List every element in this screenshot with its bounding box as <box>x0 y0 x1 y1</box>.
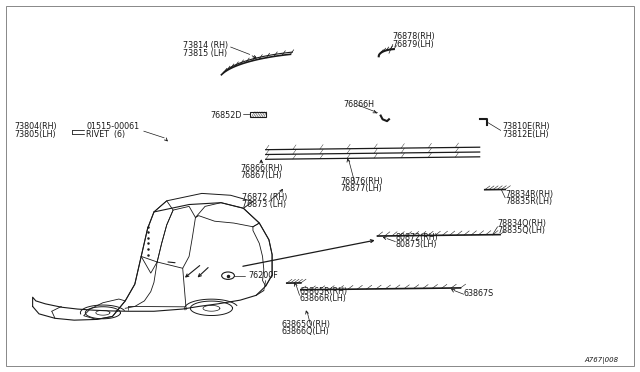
Text: 76200F: 76200F <box>248 271 278 280</box>
Text: 63865R(RH): 63865R(RH) <box>300 287 348 296</box>
Text: 73804(RH): 73804(RH) <box>15 122 58 131</box>
Text: 73814 (RH): 73814 (RH) <box>182 41 228 50</box>
Text: 78835R(LH): 78835R(LH) <box>505 197 552 206</box>
Text: 73810E(RH): 73810E(RH) <box>502 122 550 131</box>
Text: 76866(RH): 76866(RH) <box>241 164 284 173</box>
Text: 73805(LH): 73805(LH) <box>15 129 56 139</box>
Text: RIVET  (6): RIVET (6) <box>86 129 125 139</box>
Text: 80873(LH): 80873(LH) <box>396 240 437 249</box>
Text: 80872(RH): 80872(RH) <box>396 233 438 243</box>
Text: 76872 (RH): 76872 (RH) <box>242 193 287 202</box>
Text: 76877(LH): 76877(LH) <box>340 184 382 193</box>
Text: 73815 (LH): 73815 (LH) <box>182 49 227 58</box>
Text: 63866R(LH): 63866R(LH) <box>300 294 346 303</box>
Text: 63865Q(RH): 63865Q(RH) <box>282 320 331 329</box>
Text: 76867(LH): 76867(LH) <box>241 171 282 180</box>
Text: 76876(RH): 76876(RH) <box>340 177 383 186</box>
Text: 73812E(LH): 73812E(LH) <box>502 129 549 139</box>
Text: 01515-00061: 01515-00061 <box>86 122 140 131</box>
Text: 63867S: 63867S <box>464 289 494 298</box>
Text: 76852D: 76852D <box>211 111 242 120</box>
Text: 78834R(RH): 78834R(RH) <box>505 190 554 199</box>
Text: 63866Q(LH): 63866Q(LH) <box>282 327 330 336</box>
Text: A767|008: A767|008 <box>585 357 619 364</box>
Text: 78834Q(RH): 78834Q(RH) <box>497 219 547 228</box>
Text: 76879(LH): 76879(LH) <box>393 40 435 49</box>
Text: 78835Q(LH): 78835Q(LH) <box>497 225 545 235</box>
Text: 76866H: 76866H <box>343 100 374 109</box>
Text: 76873 (LH): 76873 (LH) <box>242 201 286 209</box>
Text: 76878(RH): 76878(RH) <box>393 32 436 41</box>
Bar <box>250 112 266 117</box>
